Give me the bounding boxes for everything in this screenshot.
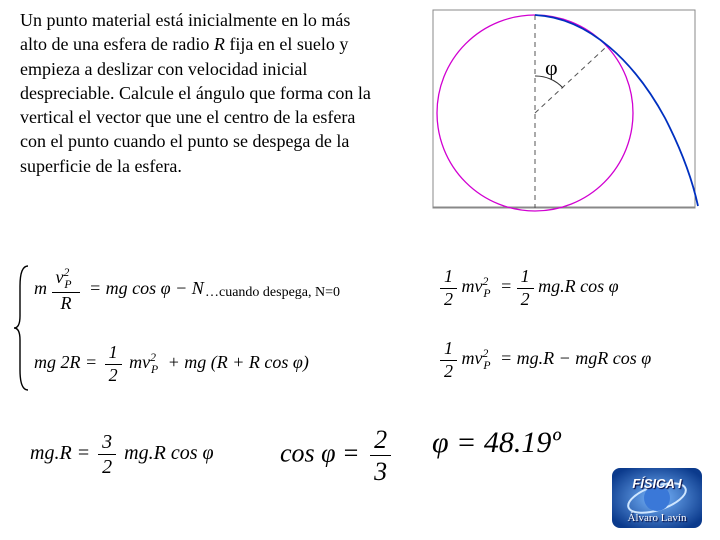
- phi-label: φ: [545, 55, 558, 81]
- sphere-diagram: [415, 8, 705, 218]
- problem-statement: Un punto material está inicialmente en l…: [20, 8, 375, 178]
- eq-newton: m v2P R = mg cos φ − N: [34, 266, 204, 314]
- eq2-lhs: mg 2R =: [34, 352, 97, 372]
- var-R: R: [214, 34, 225, 54]
- eq-combined: mg.R = 32 mg.R cos φ: [30, 430, 214, 479]
- course-logo: FÍSICA I Álvaro Lavín: [612, 468, 702, 528]
- eq-result: φ = 48.19º: [432, 426, 561, 460]
- eq-energy: mg 2R = 1 2 mv2P + mg (R + R cos φ): [34, 342, 309, 386]
- eq-cosphi: cos φ = 23: [280, 424, 391, 487]
- eq1-rhs: = mg cos φ − N: [89, 278, 204, 298]
- brace-icon: [14, 264, 30, 392]
- logo-author: Álvaro Lavín: [612, 512, 702, 524]
- eq-energy-reduced: 12 mv2P = mg.R − mgR cos φ: [440, 338, 651, 382]
- eq-kinetic: 12 mv2P = 12 mg.R cos φ: [440, 266, 619, 310]
- eq1-m: m: [34, 278, 47, 298]
- eq2-tail: + mg (R + R cos φ): [168, 352, 309, 372]
- detach-condition: …cuando despega, N=0: [205, 285, 340, 301]
- problem-text-post: fija en el suelo y empieza a deslizar co…: [20, 34, 371, 175]
- logo-title: FÍSICA I: [612, 476, 702, 491]
